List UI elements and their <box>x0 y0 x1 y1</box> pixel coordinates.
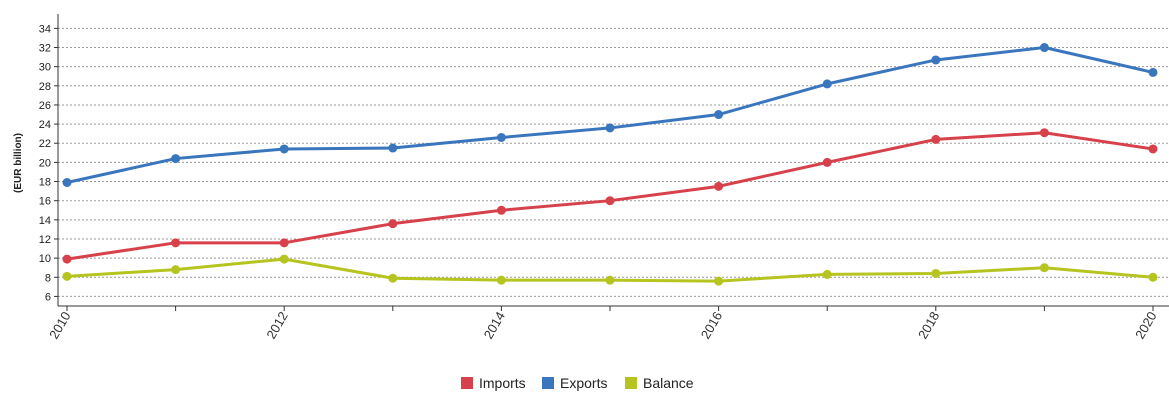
data-point-balance <box>605 275 615 285</box>
y-tick-label: 32 <box>39 43 51 55</box>
data-point-imports <box>605 196 615 206</box>
axes <box>57 14 1169 307</box>
y-tick-label: 16 <box>39 196 51 208</box>
data-point-balance <box>714 276 724 286</box>
series-group <box>62 43 1158 286</box>
x-tick-label: 2018 <box>915 309 942 342</box>
data-point-exports <box>388 143 398 153</box>
y-axis-label: (EUR billion) <box>13 133 24 193</box>
data-point-balance <box>279 254 289 264</box>
data-point-imports <box>388 219 398 229</box>
y-tick-label: 18 <box>39 177 51 189</box>
data-point-imports <box>62 254 72 264</box>
data-point-imports <box>822 157 832 167</box>
series-line-imports <box>65 131 1155 261</box>
data-point-exports <box>822 79 832 89</box>
data-point-balance <box>62 271 72 281</box>
data-point-imports <box>1039 128 1049 138</box>
grid-lines <box>58 27 1169 297</box>
data-point-balance <box>1039 263 1049 273</box>
x-tick-label: 2020 <box>1132 309 1159 342</box>
data-point-balance <box>171 265 181 275</box>
y-tick-label: 30 <box>39 62 51 74</box>
data-point-imports <box>1148 144 1158 154</box>
y-tick-label: 28 <box>39 81 51 93</box>
data-point-exports <box>279 144 289 154</box>
data-point-exports <box>714 110 724 120</box>
y-tick-label: 22 <box>39 138 51 150</box>
legend-swatch-exports <box>542 377 554 389</box>
data-point-balance <box>1148 272 1158 282</box>
legend-label-balance: Balance <box>643 375 694 391</box>
y-tick-label: 8 <box>45 272 51 284</box>
data-point-imports <box>714 181 724 191</box>
y-tick-label: 12 <box>39 234 51 246</box>
data-point-exports <box>1148 67 1158 77</box>
data-point-balance <box>931 268 941 278</box>
legend-label-exports: Exports <box>560 375 607 391</box>
legend: Imports Exports Balance <box>461 375 694 391</box>
y-tick-label: 24 <box>39 119 51 131</box>
data-point-balance <box>822 269 832 279</box>
legend-swatch-balance <box>625 377 637 389</box>
data-point-imports <box>279 238 289 248</box>
y-tick-label: 26 <box>39 100 51 112</box>
x-tick-label: 2010 <box>46 309 73 342</box>
data-point-exports <box>931 55 941 65</box>
data-point-imports <box>496 205 506 215</box>
x-tick-label: 2014 <box>481 309 508 342</box>
x-tick-label: 2016 <box>698 309 725 342</box>
data-point-imports <box>171 238 181 248</box>
y-tick-label: 14 <box>39 215 51 227</box>
y-tick-label: 10 <box>39 253 51 265</box>
legend-label-imports: Imports <box>479 375 526 391</box>
data-point-exports <box>171 154 181 164</box>
legend-swatch-imports <box>461 377 473 389</box>
y-tick-label: 34 <box>39 23 51 35</box>
data-point-balance <box>496 275 506 285</box>
y-tick-label: 6 <box>45 291 51 303</box>
data-point-exports <box>62 177 72 187</box>
data-point-exports <box>605 123 615 133</box>
data-point-exports <box>1039 43 1049 53</box>
data-point-balance <box>388 273 398 283</box>
y-tick-label: 20 <box>39 157 51 169</box>
x-axis-ticks: 2010 2012 2014 2016 2018 2020 <box>46 306 1160 342</box>
x-tick-label: 2012 <box>263 309 290 342</box>
data-point-imports <box>931 134 941 144</box>
y-axis-ticks: 6 8 10 12 14 16 18 20 22 24 26 28 30 32 34 <box>39 23 58 303</box>
data-point-exports <box>496 133 506 143</box>
